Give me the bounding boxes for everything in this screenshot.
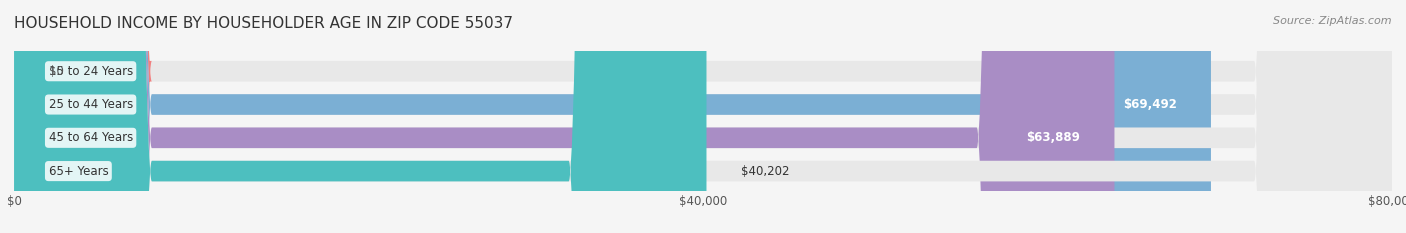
Text: $0: $0 [48,65,63,78]
FancyBboxPatch shape [14,0,1392,233]
Text: 25 to 44 Years: 25 to 44 Years [48,98,132,111]
Text: $40,202: $40,202 [741,164,789,178]
Text: $69,492: $69,492 [1122,98,1177,111]
FancyBboxPatch shape [14,0,1211,233]
FancyBboxPatch shape [0,0,152,233]
Text: 65+ Years: 65+ Years [48,164,108,178]
Text: Source: ZipAtlas.com: Source: ZipAtlas.com [1274,16,1392,26]
Text: 45 to 64 Years: 45 to 64 Years [48,131,132,144]
Text: HOUSEHOLD INCOME BY HOUSEHOLDER AGE IN ZIP CODE 55037: HOUSEHOLD INCOME BY HOUSEHOLDER AGE IN Z… [14,16,513,31]
Text: $63,889: $63,889 [1026,131,1080,144]
FancyBboxPatch shape [14,0,1392,233]
Text: 15 to 24 Years: 15 to 24 Years [48,65,132,78]
FancyBboxPatch shape [14,0,1115,233]
FancyBboxPatch shape [14,0,1392,233]
FancyBboxPatch shape [14,0,1392,233]
FancyBboxPatch shape [14,0,706,233]
